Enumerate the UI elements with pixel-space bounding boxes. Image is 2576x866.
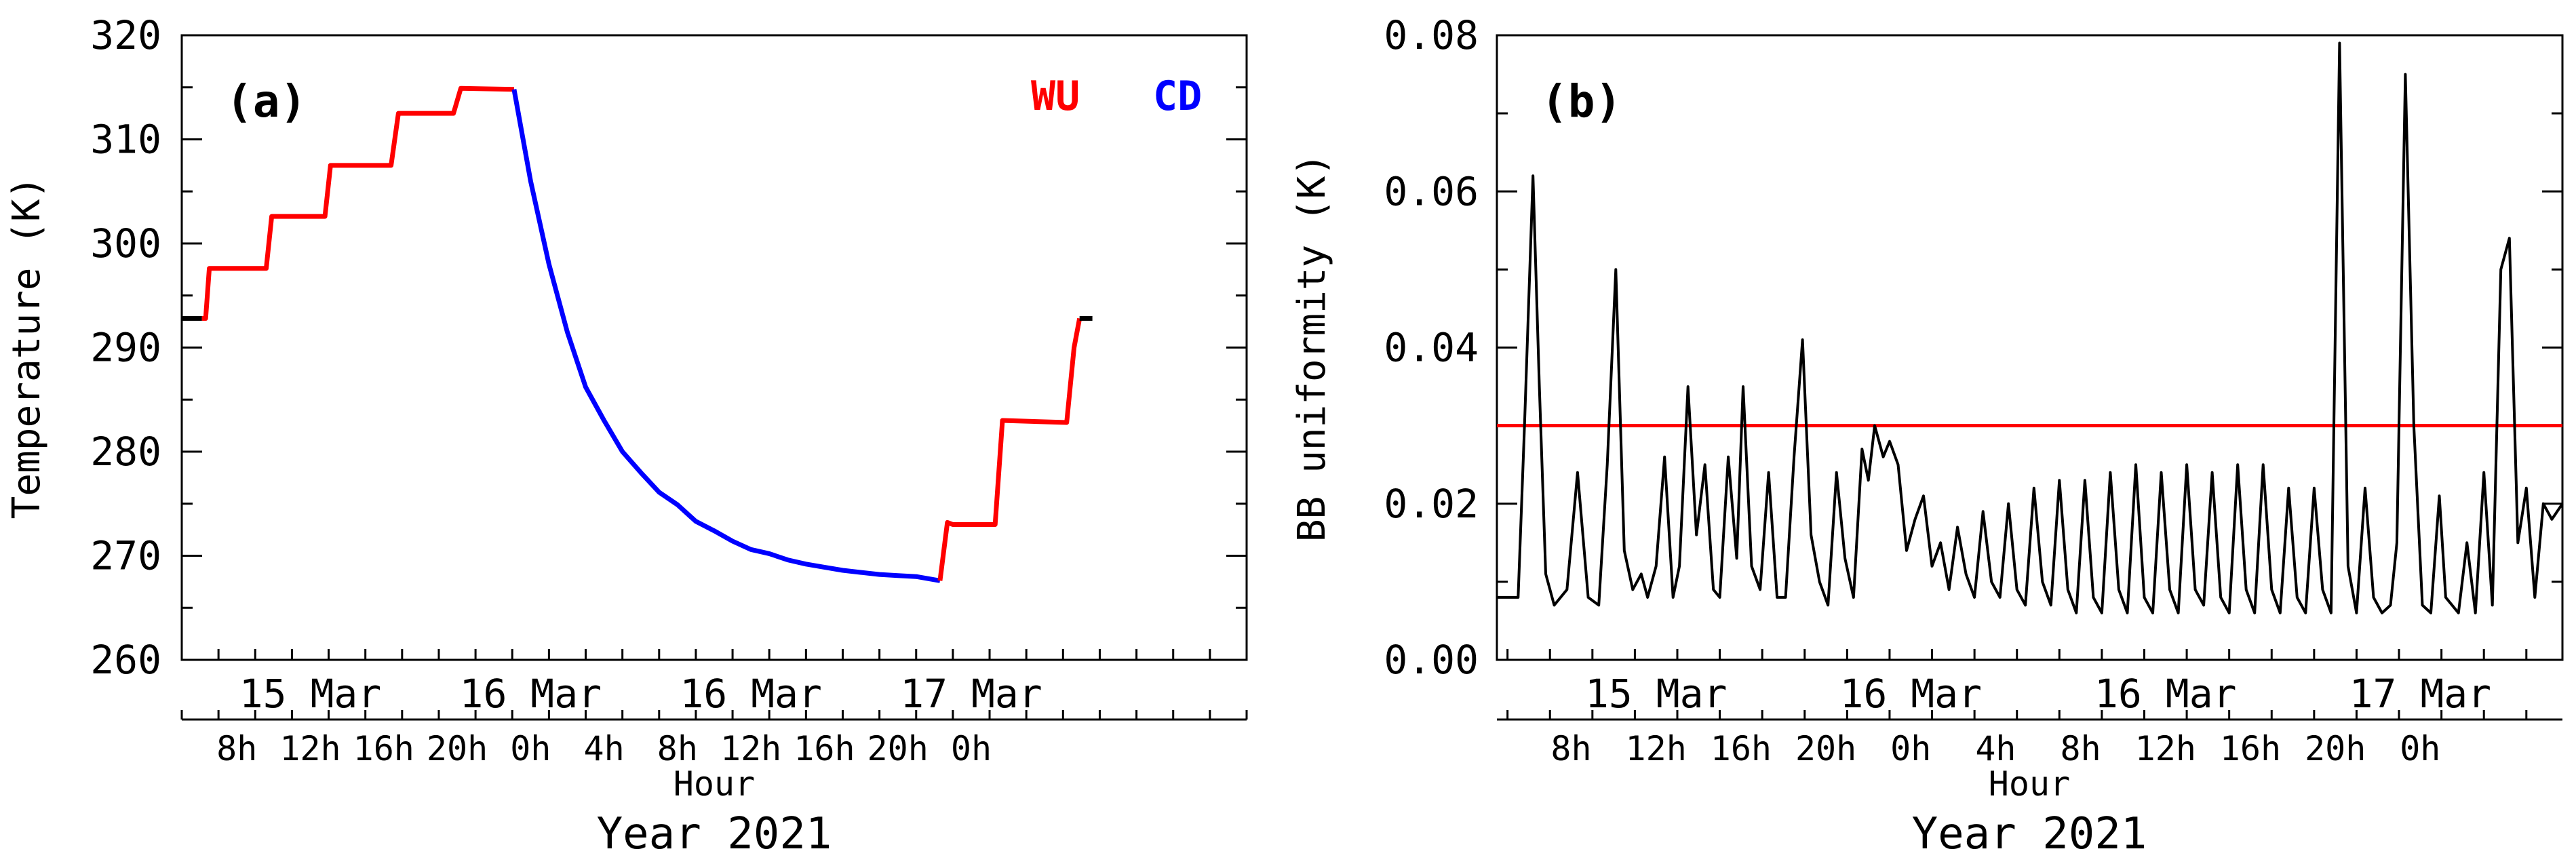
year-title: Year 2021 xyxy=(597,809,832,859)
hour-axis-title: Hour xyxy=(674,764,755,804)
year-title: Year 2021 xyxy=(1912,809,2147,859)
date-label: 16 Mar xyxy=(680,671,822,717)
time-tick-label: 12h xyxy=(720,729,781,768)
time-tick-label: 20h xyxy=(427,729,488,768)
series-line-wu xyxy=(937,317,1082,581)
series-line-cd xyxy=(511,89,941,583)
time-tick-label: 12h xyxy=(279,729,340,768)
date-label: 16 Mar xyxy=(460,671,602,717)
time-tick-label: 8h xyxy=(216,729,257,768)
legend-label-wu: WU xyxy=(1031,73,1080,120)
time-tick-label: 20h xyxy=(2305,729,2366,768)
time-tick-label: 0h xyxy=(1890,729,1931,768)
y-tick-label: 0.00 xyxy=(1384,637,1479,683)
panel-label: (a) xyxy=(226,75,307,127)
y-tick-label: 270 xyxy=(90,533,161,579)
time-tick-label: 0h xyxy=(951,729,992,768)
date-label: 17 Mar xyxy=(2349,671,2492,717)
time-tick-label: 12h xyxy=(1626,729,1687,768)
panel-label: (b) xyxy=(1541,75,1622,127)
y-tick-label: 310 xyxy=(90,117,161,163)
y-axis-title: Temperature (K) xyxy=(5,176,49,519)
time-tick-label: 8h xyxy=(657,729,698,768)
y-tick-label: 0.02 xyxy=(1384,481,1479,527)
time-tick-label: 8h xyxy=(2060,729,2101,768)
time-tick-label: 16h xyxy=(794,729,855,768)
date-label: 15 Mar xyxy=(1585,671,1728,717)
y-tick-label: 280 xyxy=(90,429,161,475)
legend-label-cd: CD xyxy=(1153,73,1202,120)
date-label: 16 Mar xyxy=(2094,671,2237,717)
hour-axis-title: Hour xyxy=(1989,764,2070,804)
time-tick-label: 0h xyxy=(2400,729,2440,768)
time-tick-label: 20h xyxy=(1795,729,1856,768)
time-tick-label: 20h xyxy=(867,729,929,768)
series-line-bb-uniformity xyxy=(1497,41,2564,614)
date-label: 16 Mar xyxy=(1839,671,1982,717)
time-tick-label: 0h xyxy=(510,729,551,768)
y-tick-label: 0.06 xyxy=(1384,168,1479,214)
date-label: 17 Mar xyxy=(900,671,1042,717)
series-line-wu xyxy=(201,85,514,321)
y-tick-label: 290 xyxy=(90,325,161,371)
y-tick-label: 0.04 xyxy=(1384,325,1479,371)
time-tick-label: 16h xyxy=(2220,729,2281,768)
y-tick-label: 300 xyxy=(90,220,161,267)
time-tick-label: 8h xyxy=(1550,729,1591,768)
time-tick-label: 4h xyxy=(1975,729,2016,768)
panel-a: 260 270 280 290 300 310 320 Temperature (K) 15 M… xyxy=(5,12,1248,859)
date-label: 15 Mar xyxy=(239,671,382,717)
time-tick-label: 16h xyxy=(1711,729,1772,768)
y-tick-label: 0.08 xyxy=(1384,12,1479,58)
panel-b: 0.00 0.02 0.04 0.06 0.08 BB uniformity (K) 15 … xyxy=(1290,12,2564,859)
y-tick-label: 320 xyxy=(90,12,161,58)
plot-frame xyxy=(180,34,1248,661)
time-tick-label: 4h xyxy=(583,729,624,768)
time-tick-label: 12h xyxy=(2135,729,2196,768)
y-tick-label: 260 xyxy=(90,637,161,683)
time-tick-label: 16h xyxy=(353,729,414,768)
y-axis-title: BB uniformity (K) xyxy=(1290,153,1334,542)
